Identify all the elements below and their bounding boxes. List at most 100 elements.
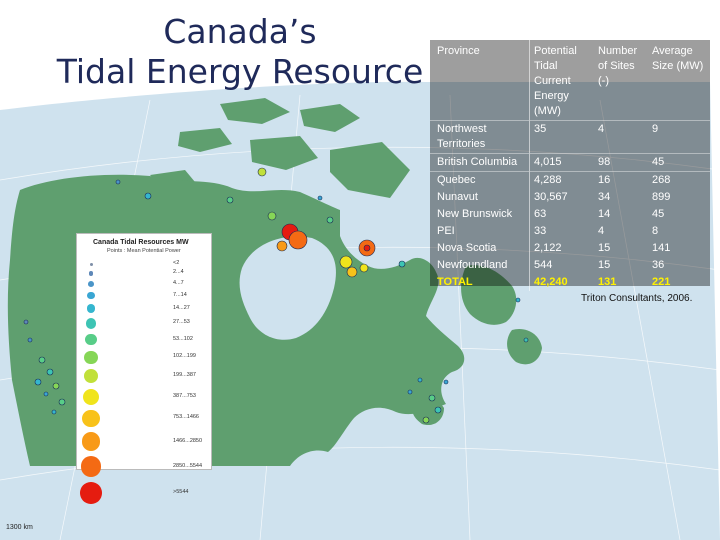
title-line-2: Tidal Energy Resource [56,52,424,91]
legend-swatch [84,350,98,364]
legend-swatch [85,333,97,346]
row-energy: 4,015 [529,153,594,172]
legend-swatch [83,368,99,384]
row-province: Quebec [430,171,530,189]
legend-item: 387...753 [77,387,211,407]
legend-item: 27...53 [77,316,211,330]
row-province: PEI [437,225,455,237]
nova-scotia [412,399,444,426]
legend-swatch [83,388,99,405]
legend-item: 2...4 [77,269,211,277]
legend-label: >5544 [173,488,189,495]
legend-swatch [80,456,102,477]
table-row: Northwest Territories 35 4 9 [430,120,710,154]
row-sites: 16 [594,171,648,189]
row-sites: 15 [598,259,611,271]
row-average: 141 [652,242,671,254]
legend-swatch [82,409,100,428]
row-average: 268 [648,171,710,189]
legend-item: <2 [77,260,211,268]
legend-swatch [81,432,101,452]
header-energy: Potential Tidal Current Energy (MW) [529,40,594,121]
row-energy: 35 [529,120,594,154]
header-average: Average Size (MW) [652,45,704,72]
row-province: Northwest Territories [430,120,530,154]
row-sites: 14 [598,208,611,220]
hudson-bay [239,236,336,340]
table-row: New Brunswick 63 14 45 [430,206,710,223]
row-energy: 4,288 [529,171,594,189]
legend-swatch [85,318,97,329]
legend-label: 753...1466 [173,414,199,421]
row-sites: 15 [598,242,611,254]
labrador [461,265,517,325]
legend-title: Canada Tidal Resources MW [93,239,189,246]
row-province: Nova Scotia [437,242,497,254]
row-energy: 2,122 [529,240,594,257]
row-sites: 98 [594,153,648,172]
legend-item: 102...199 [77,349,211,366]
legend-label: 14...27 [173,304,190,311]
row-energy: 544 [529,257,594,274]
row-energy: 63 [529,206,594,223]
legend-label: 2...4 [173,269,184,276]
legend-swatch [87,291,95,300]
legend-subtitle: Points : Mean Potential Power [107,248,181,254]
tidal-resource-table: Province Potential Tidal Current Energy … [430,40,710,291]
table-row: Nunavut 30,567 34 899 [430,189,710,206]
legend-label: 102...199 [173,353,196,360]
row-average: 36 [652,259,665,271]
legend-label: 4...7 [173,279,184,286]
total-average: 221 [652,276,671,288]
row-province: New Brunswick [437,208,513,220]
legend-item: 1466...2850 [77,430,211,453]
row-sites: 34 [598,191,611,203]
table-total-row: TOTAL 42,240 131 221 [430,274,710,291]
row-province: British Columbia [430,153,530,172]
row-energy: 33 [529,223,594,240]
slide-title: Canada’s Tidal Energy Resource [40,12,440,92]
row-average: 45 [652,208,665,220]
legend-item: 7...14 [77,290,211,301]
row-energy: 30,567 [529,189,594,206]
legend-label: <2 [173,260,180,266]
legend-item: 2850...5544 [77,454,211,478]
title-line-1: Canada’s [163,12,317,51]
total-sites: 131 [598,276,617,288]
legend-item: 199...387 [77,367,211,386]
source-credit: Triton Consultants, 2006. [581,293,693,304]
header-province: Province [437,45,480,57]
legend-label: 199...387 [173,372,196,379]
legend-label: 27...53 [173,319,190,326]
table-row: Quebec 4,288 16 268 [430,171,710,189]
legend-swatch [86,304,96,314]
legend-label: 53...102 [173,335,193,342]
row-average: 9 [648,120,710,154]
legend-label: 7...14 [173,291,187,298]
legend-item: 4...7 [77,279,211,289]
legend-swatch [89,262,93,266]
row-average: 899 [652,191,671,203]
table-row: Newfoundland 544 15 36 [430,257,710,274]
legend-swatch [88,271,94,276]
total-label: TOTAL [437,276,473,288]
legend-label: 2850...5544 [173,462,203,469]
header-sites: Number of Sites (-) [598,45,638,87]
legend-swatch [80,481,102,504]
map-legend: Canada Tidal Resources MW Points : Mean … [76,233,212,504]
row-sites: 4 [594,120,648,154]
legend-item: 53...102 [77,332,211,348]
legend-label: 1466...2850 [173,437,203,444]
resource-sites [23,167,529,424]
row-average: 45 [648,153,710,172]
legend-swatch [88,280,94,287]
table-header-row: Province Potential Tidal Current Energy … [430,40,710,121]
table-row: PEI 33 4 8 [430,223,710,240]
legend-item: >5544 [77,480,211,506]
legend-label: 387...753 [173,392,196,399]
row-sites: 4 [598,225,605,237]
arctic-islands [150,98,410,198]
row-average: 8 [652,225,659,237]
newfoundland [507,328,542,365]
total-energy: 42,240 [529,274,594,291]
